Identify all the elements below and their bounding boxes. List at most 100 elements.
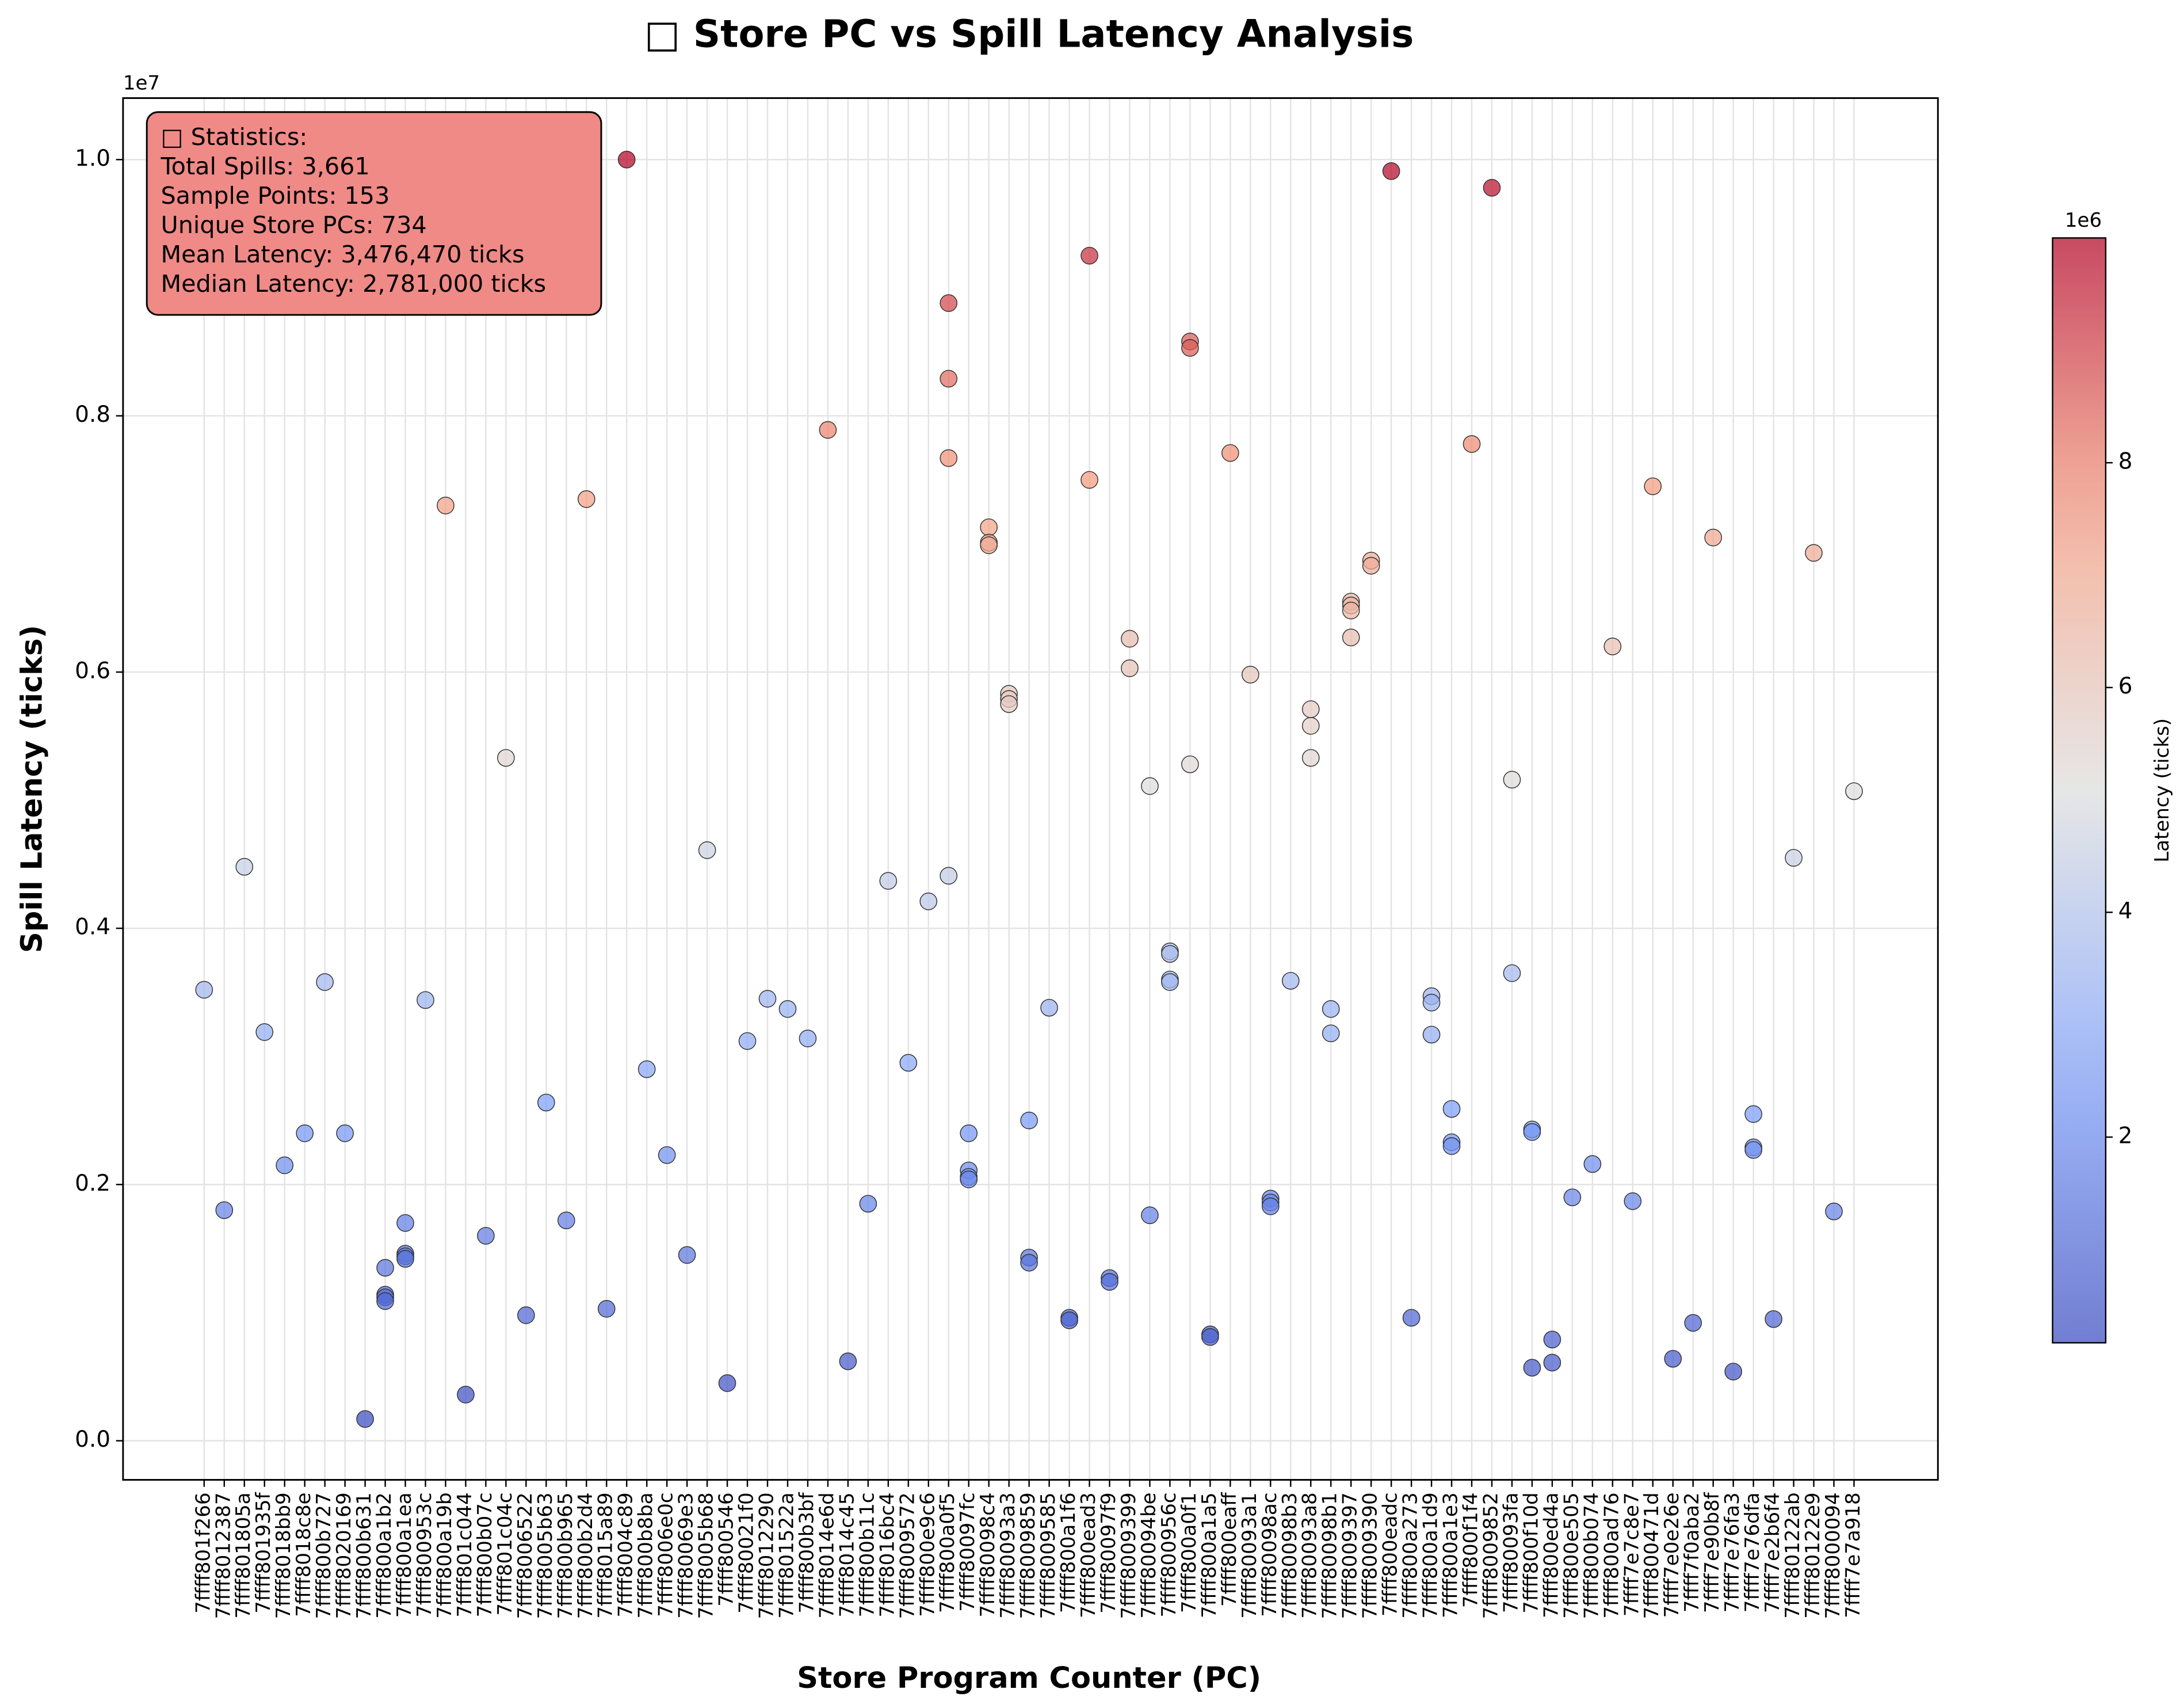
data-point [1543, 1330, 1561, 1349]
x-tick-label: 7ffff800f1f4 [1460, 1492, 1483, 1608]
data-point [1644, 477, 1662, 495]
data-point [1342, 601, 1360, 620]
data-point [1201, 1328, 1219, 1346]
data-point [617, 151, 636, 169]
colorbar-tick-label: 6 [2118, 673, 2133, 699]
data-point [1020, 1111, 1038, 1130]
x-tick-label: 7ffff801935f [252, 1492, 275, 1613]
x-axis-label: Store Program Counter (PC) [797, 1661, 1261, 1695]
data-point [758, 990, 777, 1008]
x-tick-label: 7ffff8016bc4 [876, 1492, 899, 1617]
x-tick-label: 7ffff8004c89 [614, 1492, 637, 1617]
data-point [1181, 339, 1199, 357]
x-tick-label: 7ffff7e7a918 [1842, 1492, 1865, 1618]
x-tick-label: 7ffff80094be [1137, 1492, 1160, 1618]
data-point [1040, 998, 1058, 1017]
x-tick-label: 7ffff800a1f6 [1057, 1492, 1080, 1613]
data-point [940, 294, 958, 312]
data-point [1442, 1100, 1461, 1118]
x-tick-label: 7ffff800f10d [1519, 1492, 1542, 1613]
data-point [879, 872, 898, 890]
x-tick-label: 7ffff7e76fa3 [1721, 1492, 1744, 1612]
x-tick-label: 7ffff80122e9 [1801, 1492, 1824, 1618]
x-tick-label: 7ffff80098b3 [1278, 1492, 1301, 1619]
data-point [1322, 1000, 1340, 1018]
data-point [557, 1211, 575, 1230]
x-tick-label: 7ffff800b11c [856, 1492, 879, 1617]
data-point [1402, 1309, 1421, 1327]
x-tick-label: 7ffff8015a89 [594, 1492, 617, 1618]
x-tick-label: 7ffff7e2b6f4 [1761, 1492, 1784, 1613]
colorbar-tick-label: 4 [2118, 898, 2133, 924]
x-tick-label: 7ffff800b8ba [635, 1492, 658, 1618]
data-point [1463, 435, 1481, 453]
data-point [1060, 1312, 1078, 1329]
data-point [577, 490, 595, 508]
data-point [1382, 162, 1400, 180]
data-point [1101, 1273, 1118, 1291]
data-point [1080, 246, 1098, 265]
x-tick-label: 7ffff8009585 [1037, 1492, 1060, 1619]
data-point [1080, 471, 1098, 489]
x-tick-label: 7ffff80098b1 [1319, 1492, 1342, 1619]
x-tick-label: 7ffff80097f9 [1097, 1492, 1120, 1613]
data-point [457, 1386, 475, 1404]
x-tick-label: 7ffff800b727 [312, 1492, 335, 1619]
data-point [1785, 849, 1803, 867]
data-point [1563, 1188, 1582, 1206]
x-tick-label: 7ffff80093a8 [1299, 1492, 1322, 1618]
data-point [1503, 771, 1521, 789]
y-tick-label: 0.4 [75, 914, 110, 940]
x-tick-label: 7ffff800a1ea [393, 1492, 416, 1618]
data-point [1583, 1155, 1602, 1173]
data-point [1161, 973, 1179, 991]
x-tick-label: 7ffff801805a [232, 1492, 255, 1618]
data-point [1121, 630, 1139, 648]
data-point [296, 1124, 314, 1142]
data-point [276, 1156, 294, 1175]
x-tick-label: 7ffff7e7c8e7 [1620, 1492, 1643, 1616]
data-point [1624, 1192, 1642, 1210]
x-tick-label: 7ffff800e505 [1560, 1492, 1583, 1618]
data-point [437, 497, 455, 514]
data-point [940, 369, 958, 388]
data-point [597, 1300, 616, 1318]
data-point [1724, 1363, 1742, 1381]
x-tick-label: 7ffff8006522 [514, 1492, 537, 1619]
data-point [477, 1227, 495, 1245]
data-point [637, 1060, 656, 1078]
x-tick-label: 7ffff800953c [413, 1492, 436, 1617]
data-point [396, 1214, 414, 1232]
x-tick-label: 7ffff80021f0 [735, 1492, 758, 1613]
data-point [396, 1250, 414, 1268]
x-tick-label: 7ffff801522a [775, 1492, 798, 1618]
x-tick-label: 7ffff7e0e26e [1660, 1492, 1683, 1618]
colorbar-label: Latency (ticks) [2151, 718, 2174, 863]
data-point [1301, 700, 1320, 718]
data-point [718, 1374, 736, 1392]
x-tick-label: 7ffff8006e0c [655, 1492, 678, 1616]
data-point [1422, 993, 1441, 1012]
data-point [417, 991, 434, 1009]
x-tick-label: 7ffff800b2d4 [574, 1492, 597, 1619]
x-tick-label: 7ffff8012387 [212, 1492, 235, 1619]
data-point [960, 1171, 978, 1188]
x-tick-label: 7ffff80098ac [1258, 1492, 1281, 1616]
data-point [376, 1259, 394, 1277]
data-point [960, 1124, 978, 1142]
data-point [1281, 972, 1300, 990]
data-point [1221, 444, 1239, 462]
data-point [356, 1410, 374, 1428]
x-tick-label: 7ffff800ed4a [1540, 1492, 1563, 1618]
stats-line: □ Statistics: [161, 123, 307, 151]
data-point [778, 1000, 797, 1018]
x-tick-label: 7ffff800a0f1 [1178, 1492, 1201, 1613]
y-tick-label: 0.0 [75, 1427, 110, 1452]
data-point [799, 1030, 817, 1047]
x-tick-label: 7ffff800b074 [1580, 1492, 1603, 1619]
y-tick-label: 0.6 [75, 658, 110, 684]
data-point [1442, 1137, 1461, 1155]
data-point [738, 1032, 757, 1050]
data-point [839, 1352, 857, 1370]
